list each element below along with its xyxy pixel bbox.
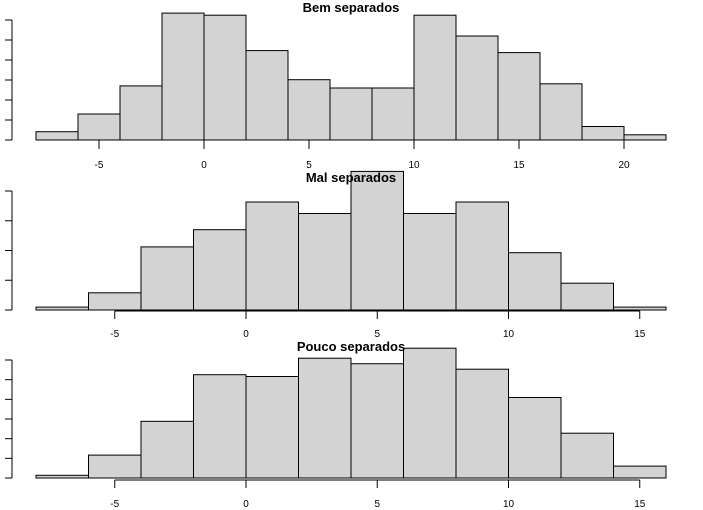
x-tick-label: 15 xyxy=(513,160,525,171)
histogram-bar xyxy=(35,474,89,479)
histogram-bar xyxy=(35,131,79,141)
histogram-bar xyxy=(140,420,194,479)
x-tick-label: 10 xyxy=(408,160,420,171)
x-tick-label: 5 xyxy=(374,499,380,510)
histogram-bar xyxy=(350,363,404,479)
histogram-panel: Pouco separados -5 0 5 10 15 xyxy=(5,339,667,510)
histogram-bar xyxy=(193,374,247,479)
x-tick-label: 0 xyxy=(201,160,207,171)
histogram-bar xyxy=(581,126,625,141)
x-tick-label: 15 xyxy=(634,329,646,340)
histogram-bar xyxy=(298,357,352,479)
histogram-bar xyxy=(287,79,331,141)
histogram-bar xyxy=(35,306,89,311)
x-tick-label: 20 xyxy=(618,160,630,171)
histogram-bar xyxy=(245,201,299,311)
histogram-bar xyxy=(371,87,415,141)
x-tick-label: 5 xyxy=(306,160,312,171)
chart-title: Pouco separados xyxy=(297,339,405,354)
x-tick-label: 15 xyxy=(634,499,646,510)
x-tick-label: -5 xyxy=(95,160,104,171)
histogram-panel: Mal separados -5 0 5 10 15 xyxy=(5,170,667,340)
x-tick-label: -5 xyxy=(110,499,119,510)
histogram-bar xyxy=(245,376,299,479)
histogram-bar xyxy=(623,134,667,141)
histogram-bar xyxy=(455,201,509,311)
histogram-bar xyxy=(161,12,205,141)
histogram-bar xyxy=(193,229,247,311)
histogram-bar xyxy=(539,83,583,141)
histogram-bar xyxy=(613,306,667,311)
x-tick-label: 10 xyxy=(503,499,515,510)
histogram-bar xyxy=(455,35,499,141)
histogram-bar xyxy=(508,252,562,311)
histogram-bar xyxy=(203,14,247,141)
histogram-bar xyxy=(613,465,667,479)
histogram-bar xyxy=(88,292,142,311)
histogram-bar xyxy=(455,368,509,479)
x-tick-label: -5 xyxy=(110,329,119,340)
histogram-bar xyxy=(413,14,457,141)
histogram-bar xyxy=(350,170,404,311)
x-tick-label: 5 xyxy=(374,329,380,340)
histogram-bar xyxy=(560,282,614,311)
histogram-bar xyxy=(77,113,121,141)
histogram-bar xyxy=(403,347,457,479)
histogram-panel: Bem separados -5 0 5 10 15 20 xyxy=(5,0,667,171)
x-tick-label: 0 xyxy=(243,329,249,340)
chart-title: Bem separados xyxy=(303,0,400,15)
histogram-bar xyxy=(508,397,562,479)
x-tick-label: 10 xyxy=(503,329,515,340)
histogram-bar xyxy=(245,50,289,141)
histogram-bar xyxy=(298,213,352,311)
histogram-bar xyxy=(119,85,163,141)
histogram-bar xyxy=(88,454,142,479)
histogram-bar xyxy=(403,213,457,311)
x-tick-label: 0 xyxy=(243,499,249,510)
histogram-bar xyxy=(497,52,541,141)
histogram-bar xyxy=(560,432,614,479)
histogram-bar xyxy=(329,87,373,141)
chart-title: Mal separados xyxy=(306,170,396,185)
histogram-bar xyxy=(140,246,194,311)
